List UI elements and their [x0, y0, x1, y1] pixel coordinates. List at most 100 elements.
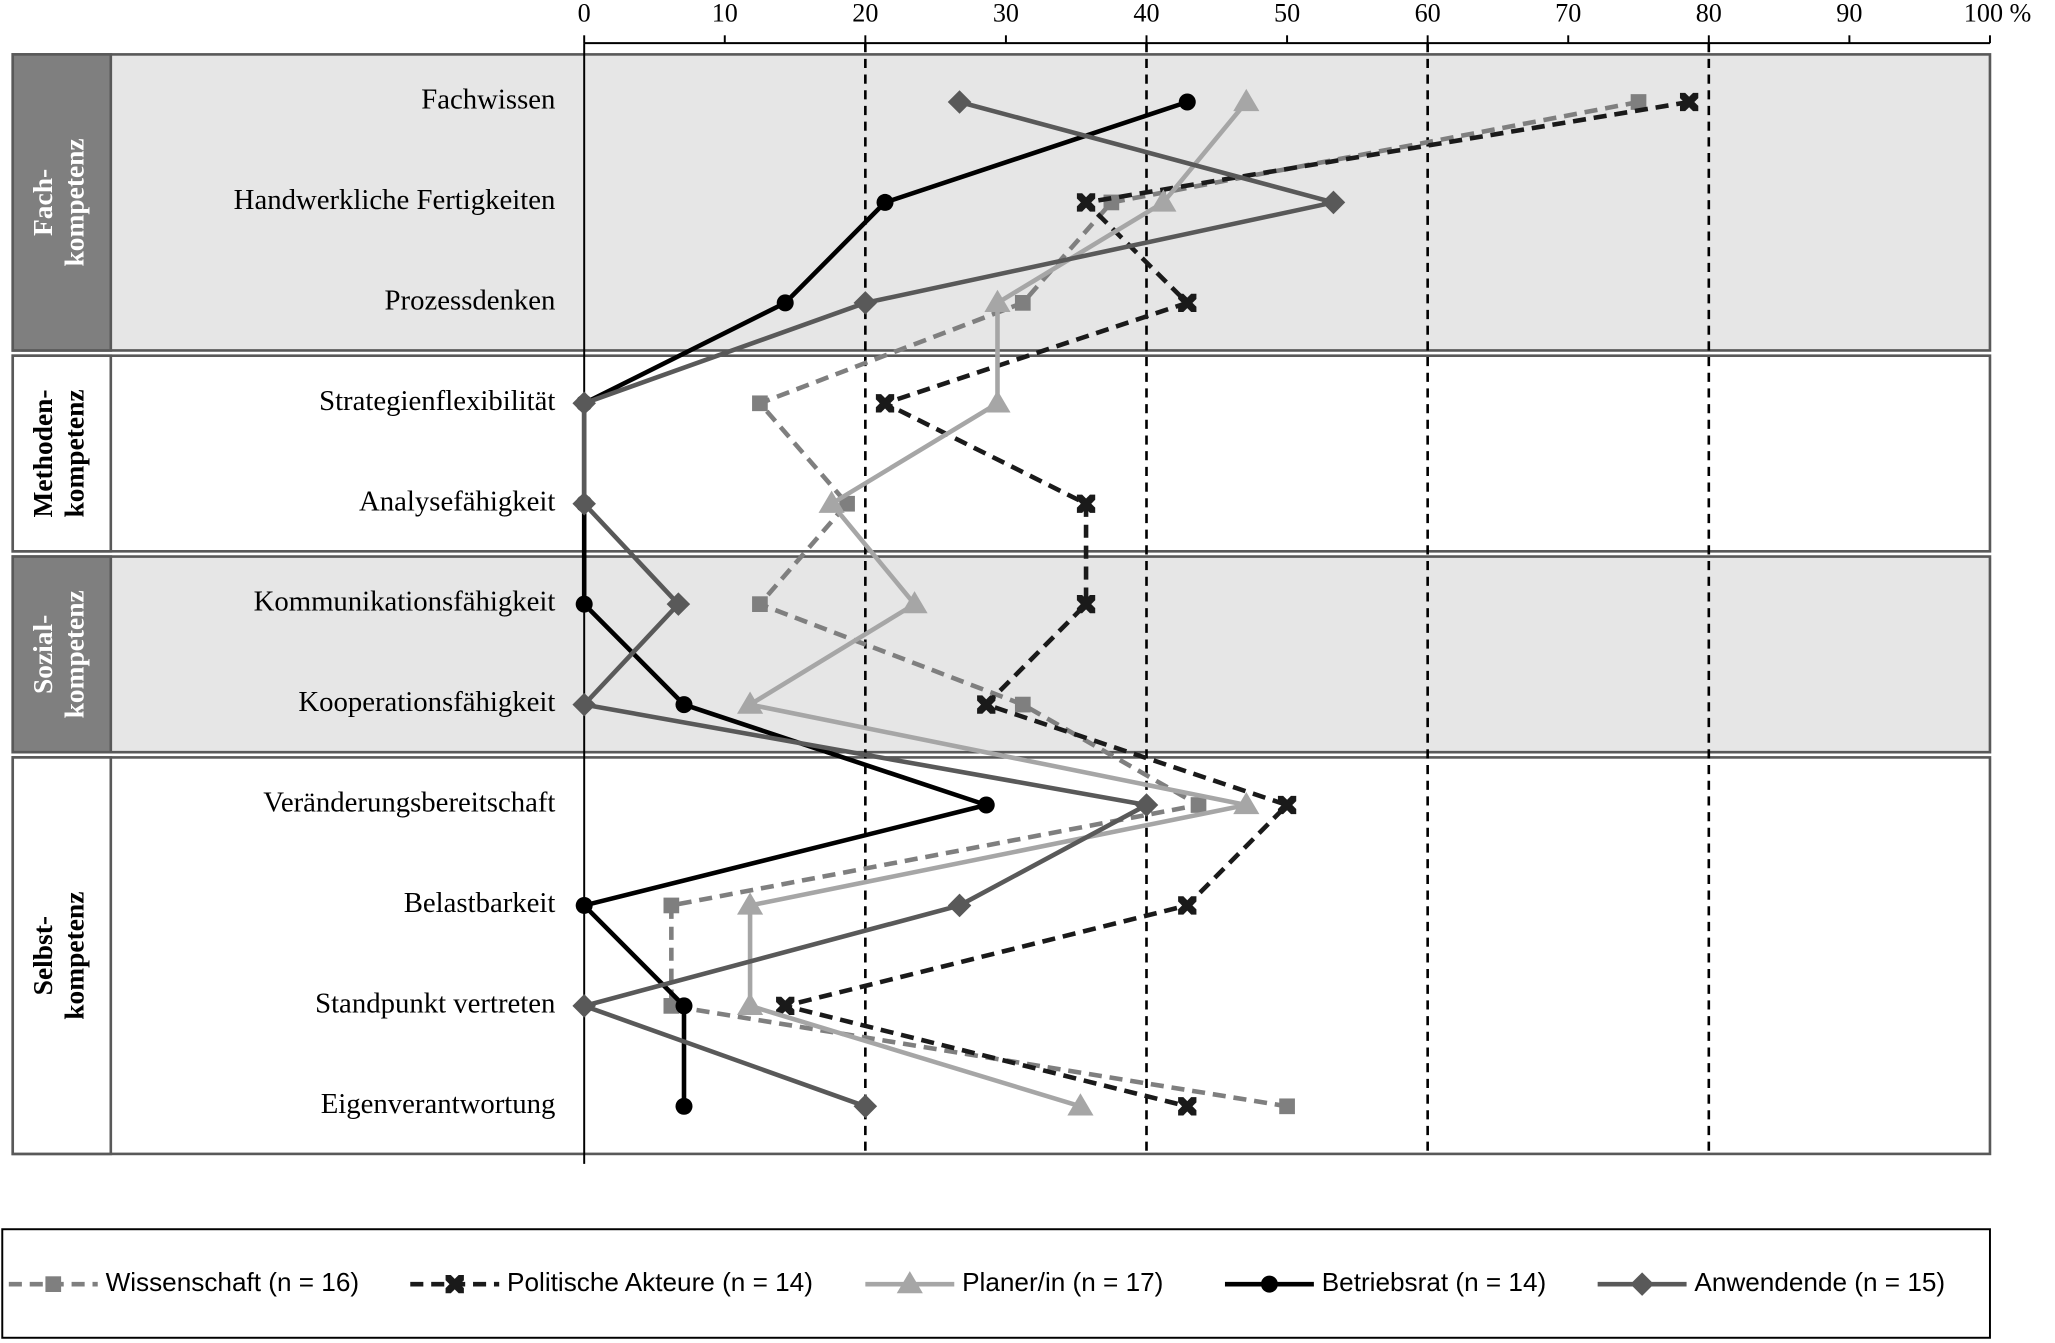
x-tick-label: 70 [1555, 0, 1581, 28]
marker [1178, 293, 1197, 313]
marker [1014, 295, 1031, 311]
group-label-line: Methoden- [28, 389, 58, 517]
category-label: Kooperationsfähigkeit [298, 686, 555, 718]
marker [776, 996, 795, 1016]
group-label-line: Selbst- [28, 916, 58, 995]
x-tick-label: 50 [1274, 0, 1300, 28]
category-label: Prozessdenken [385, 284, 556, 316]
group-label: Methoden-kompetenz [28, 389, 89, 517]
marker [1630, 94, 1647, 110]
legend-marker [445, 1275, 464, 1294]
marker [947, 90, 972, 114]
group-label-line: Fach- [28, 169, 58, 236]
group-band [11, 354, 1992, 553]
marker [1679, 92, 1699, 112]
marker [1150, 189, 1177, 212]
marker [736, 691, 764, 714]
marker [1076, 193, 1096, 212]
group-band [11, 555, 1992, 754]
category-label: Veränderungsbereitschaft [263, 787, 555, 819]
legend-marker [45, 1276, 62, 1292]
x-tick-label: 60 [1415, 0, 1441, 28]
x-tick-label: 20 [852, 0, 878, 28]
legend-item: Wissenschaft (n = 16) [8, 1267, 360, 1297]
group-label-line: Sozial- [28, 615, 58, 694]
group-label-line: kompetenz [60, 138, 90, 266]
marker [663, 897, 680, 914]
x-tick-label: 40 [1133, 0, 1159, 28]
marker [876, 193, 894, 211]
marker [1014, 696, 1031, 713]
x-tick-label: 0 [578, 0, 591, 28]
x-tick-label: 100 % [1964, 0, 2032, 28]
category-label: Eigenverantwortung [321, 1088, 556, 1120]
legend-item: Planer/in (n = 17) [865, 1267, 1163, 1297]
x-tick-label: 10 [712, 0, 738, 28]
x-tick-label: 90 [1836, 0, 1862, 28]
marker [1076, 494, 1096, 513]
category-label: Handwerkliche Fertigkeiten [234, 184, 556, 216]
legend-label: Planer/in (n = 17) [962, 1267, 1163, 1297]
category-label: Strategienflexibilität [319, 385, 555, 417]
x-tick-label: 80 [1696, 0, 1722, 28]
marker [853, 1094, 878, 1119]
marker [1178, 1097, 1197, 1116]
marker [736, 992, 764, 1016]
marker [1279, 1098, 1295, 1115]
group-band [11, 756, 1992, 1156]
marker [1233, 791, 1260, 815]
legend-item: Politische Akteure (n = 14) [410, 1267, 813, 1297]
marker [901, 591, 928, 614]
marker [1178, 896, 1197, 915]
marker [818, 490, 845, 513]
group-label-line: kompetenz [60, 389, 90, 517]
legend-marker [1630, 1272, 1654, 1296]
marker [572, 491, 596, 516]
marker [666, 592, 691, 616]
category-label: Fachwissen [421, 84, 555, 116]
series-line [784, 99, 1690, 1109]
marker [977, 796, 995, 814]
legend-marker [896, 1271, 923, 1294]
marker [1190, 797, 1207, 813]
group-label-box [11, 555, 113, 754]
group-label-line: kompetenz [60, 590, 90, 718]
category-label: Standpunkt vertreten [315, 987, 555, 1019]
marker [572, 391, 596, 416]
marker [853, 291, 878, 315]
marker [839, 495, 855, 512]
group-label-box [11, 354, 113, 553]
marker [1321, 190, 1346, 215]
marker [752, 596, 768, 612]
marker [663, 998, 680, 1014]
legend-marker [1260, 1275, 1278, 1293]
marker [1178, 93, 1196, 111]
group-label: Selbst-kompetenz [28, 892, 89, 1020]
marker [984, 289, 1011, 313]
legend-item: Anwendende (n = 15) [1597, 1267, 1945, 1297]
marker [572, 692, 596, 717]
legend-label: Politische Akteure (n = 14) [507, 1267, 813, 1297]
marker [675, 997, 693, 1015]
marker [1233, 88, 1260, 112]
marker [575, 896, 593, 914]
marker [776, 294, 794, 312]
marker [1067, 1093, 1094, 1116]
legend-label: Wissenschaft (n = 16) [106, 1267, 360, 1297]
marker [575, 595, 593, 613]
group-label: Fach-kompetenz [28, 138, 89, 266]
marker [984, 390, 1011, 413]
group-label-line: kompetenz [60, 892, 90, 1020]
category-label: Kommunikationsfähigkeit [254, 586, 556, 618]
marker [675, 1097, 693, 1115]
x-tick-label: 30 [993, 0, 1019, 28]
category-label: Analysefähigkeit [359, 485, 555, 517]
legend-label: Betriebsrat (n = 14) [1322, 1267, 1546, 1297]
marker [875, 394, 895, 413]
category-label: Belastbarkeit [404, 887, 556, 919]
marker [675, 696, 693, 714]
marker [752, 395, 768, 412]
legend-label: Anwendende (n = 15) [1694, 1267, 1945, 1297]
marker [1134, 793, 1159, 817]
